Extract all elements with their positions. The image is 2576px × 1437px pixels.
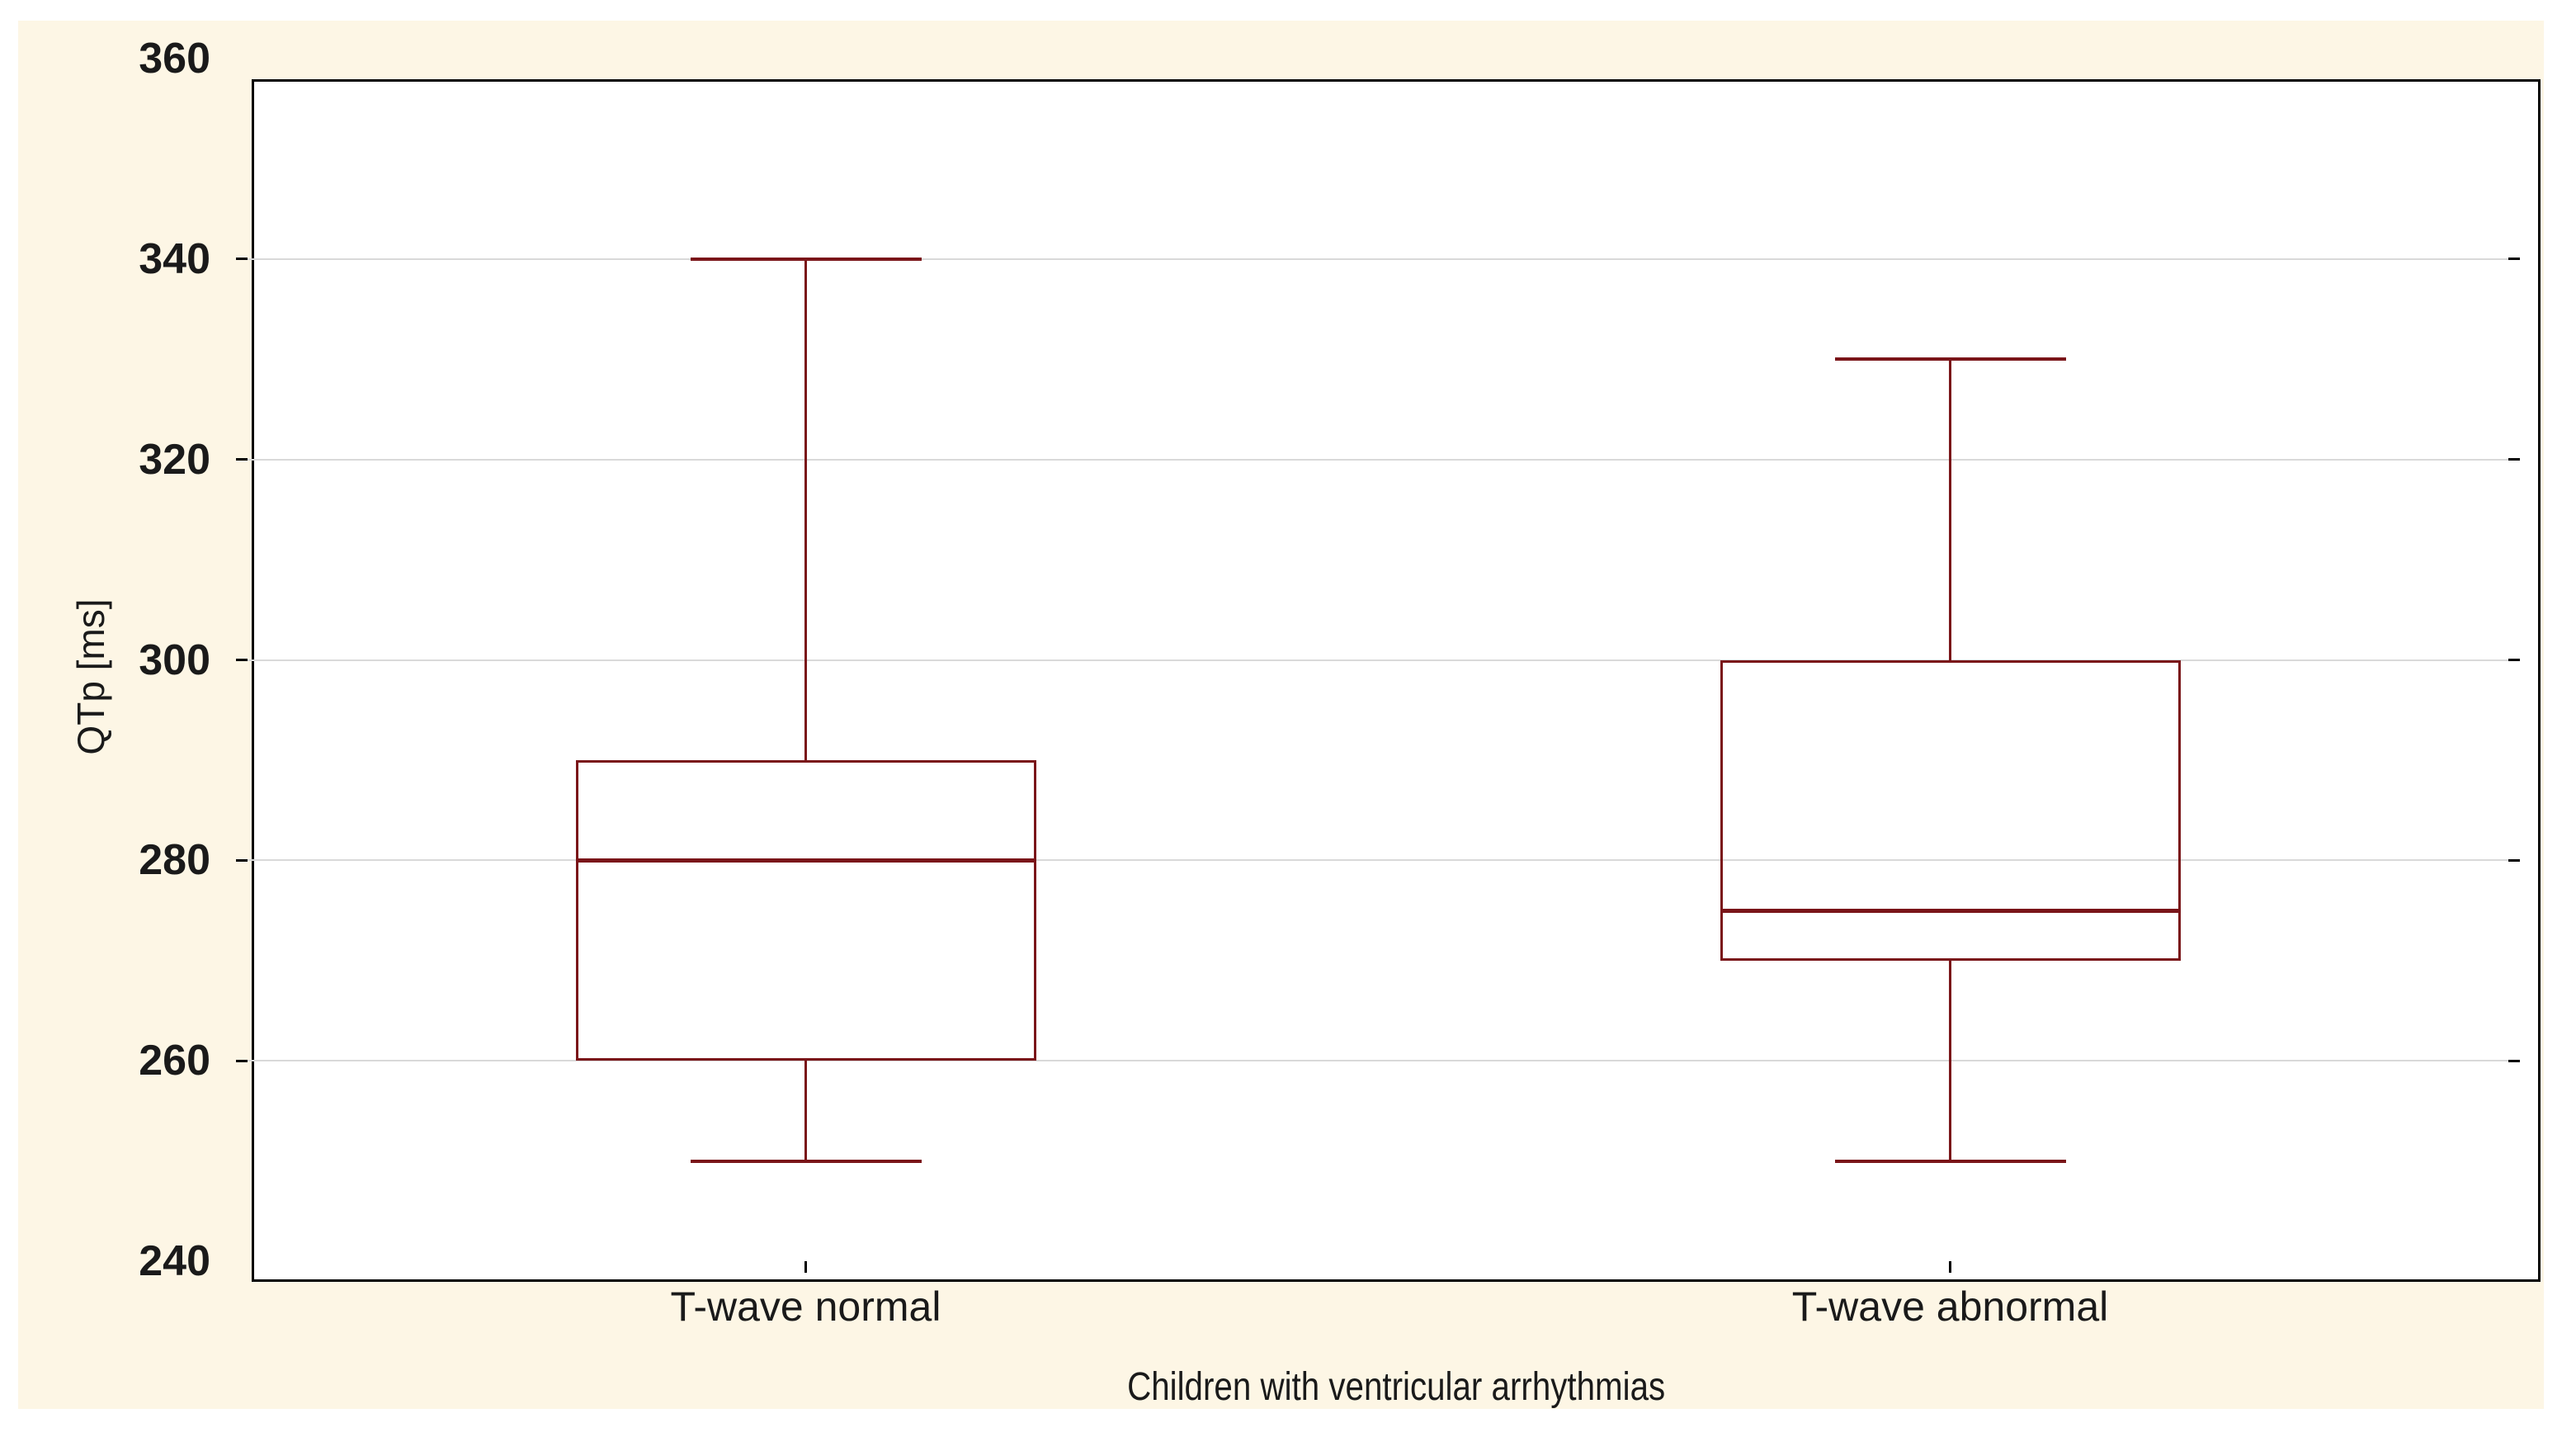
whisker-high-cap-t-wave-normal xyxy=(690,257,922,261)
gridline-280 xyxy=(236,859,2520,862)
y-tick-left-280 xyxy=(236,858,248,862)
y-tick-right-300 xyxy=(2508,659,2520,661)
x-tick-t-wave-normal xyxy=(804,1261,807,1273)
whisker-lower-stem-t-wave-abnormal xyxy=(1949,960,1951,1161)
y-tick-left-340 xyxy=(236,258,248,261)
median-line-t-wave-normal xyxy=(575,858,1036,863)
y-tick-label-300: 300 xyxy=(139,636,210,684)
y-tick-right-320 xyxy=(2508,458,2520,461)
y-axis-title-text: QTp [ms] xyxy=(69,598,112,755)
y-tick-right-280 xyxy=(2508,858,2520,862)
y-tick-right-340 xyxy=(2508,258,2520,261)
category-label-t-wave-normal: T-wave normal xyxy=(670,1283,941,1330)
iqr-box-t-wave-normal xyxy=(575,759,1036,1061)
gridline-260 xyxy=(236,1060,2520,1062)
category-label-t-wave-abnormal: T-wave abnormal xyxy=(1791,1283,2109,1330)
median-line-t-wave-abnormal xyxy=(1720,908,2181,913)
whisker-lower-stem-t-wave-normal xyxy=(804,1061,807,1161)
whisker-low-cap-t-wave-abnormal xyxy=(1834,1159,2066,1163)
whisker-upper-stem-t-wave-normal xyxy=(804,258,807,760)
y-tick-label-340: 340 xyxy=(139,234,210,283)
y-tick-right-260 xyxy=(2508,1059,2520,1062)
y-axis-title: QTp [ms] xyxy=(68,598,113,754)
gridline-340 xyxy=(236,258,2520,260)
y-tick-left-320 xyxy=(236,458,248,461)
gridline-320 xyxy=(236,458,2520,461)
x-axis-title: Children with ventricular arrhythmias xyxy=(252,1364,2541,1410)
y-tick-label-260: 260 xyxy=(139,1037,210,1085)
whisker-low-cap-t-wave-normal xyxy=(690,1159,922,1163)
y-tick-left-300 xyxy=(236,659,248,661)
whisker-high-cap-t-wave-abnormal xyxy=(1834,357,2066,362)
chart-canvas: 240 260 280 300 320 340 360 T-wave normal T-wave… xyxy=(18,21,2544,1409)
y-tick-label-320: 320 xyxy=(139,435,210,484)
gridline-300 xyxy=(236,659,2520,661)
y-tick-label-280: 280 xyxy=(139,836,210,885)
plot-area xyxy=(252,79,2541,1282)
y-tick-label-360: 360 xyxy=(139,35,210,83)
whisker-upper-stem-t-wave-abnormal xyxy=(1949,359,1951,660)
x-tick-t-wave-abnormal xyxy=(1949,1261,1951,1273)
iqr-box-t-wave-abnormal xyxy=(1720,659,2181,961)
y-tick-left-260 xyxy=(236,1059,248,1062)
x-axis-title-text: Children with ventricular arrhythmias xyxy=(1126,1365,1666,1409)
y-tick-label-240: 240 xyxy=(139,1237,210,1285)
